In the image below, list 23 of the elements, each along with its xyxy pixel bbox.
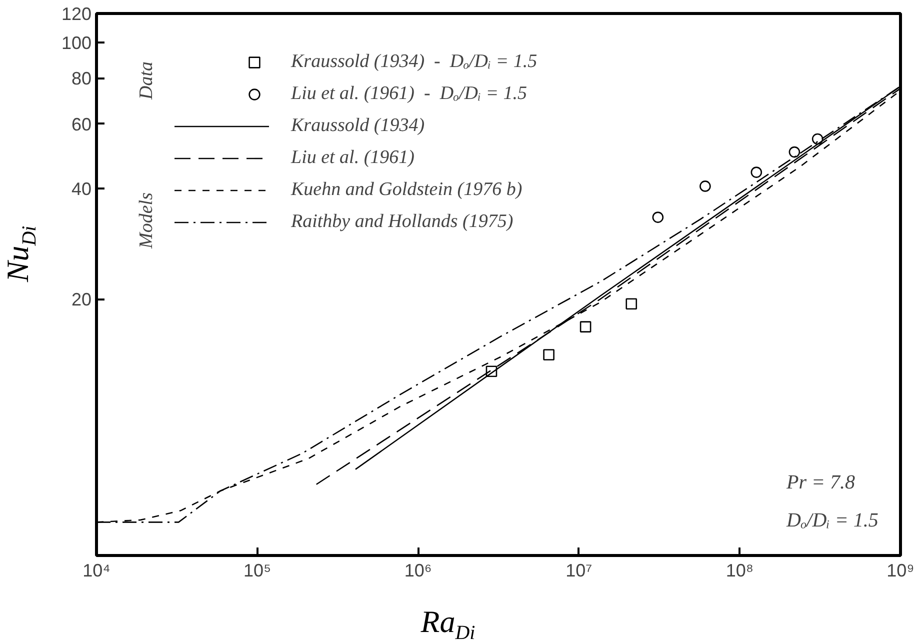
- annotation: Data: [136, 62, 157, 100]
- legend-label: Liu et al. (1961): [291, 146, 414, 170]
- y-tick-label: 100: [61, 33, 92, 54]
- annotation: Dₒ/Dᵢ = 1.5: [786, 510, 878, 532]
- x-tick-label: 10⁹: [886, 560, 914, 580]
- x-tick-label: 10⁶: [404, 560, 432, 580]
- annotation: Models: [136, 192, 157, 250]
- x-axis-title: Ra$_{Di}$: [420, 603, 476, 640]
- x-tick-label: 10⁸: [726, 560, 754, 580]
- y-tick-label: 20: [71, 290, 92, 310]
- y-tick-label: 60: [71, 114, 92, 134]
- y-tick-label: 40: [71, 179, 92, 200]
- x-tick-label: 10⁵: [244, 560, 272, 580]
- y-tick-label: 80: [71, 68, 92, 89]
- x-tick-label: 10⁴: [82, 560, 110, 580]
- legend-label: Raithby and Hollands (1975): [291, 210, 514, 234]
- legend-label: Kuehn and Goldstein (1976 b): [291, 178, 522, 202]
- legend-label: Kraussold (1934) - Dₒ/Dᵢ = 1.5: [291, 50, 538, 74]
- x-tick-label: 10⁷: [566, 560, 592, 580]
- legend-label: Kraussold (1934): [291, 114, 425, 138]
- annotation: Pr = 7.8: [786, 472, 855, 494]
- legend-label: Liu et al. (1961) - Dₒ/Dᵢ = 1.5: [291, 82, 528, 106]
- y-tick-label: 120: [61, 4, 92, 24]
